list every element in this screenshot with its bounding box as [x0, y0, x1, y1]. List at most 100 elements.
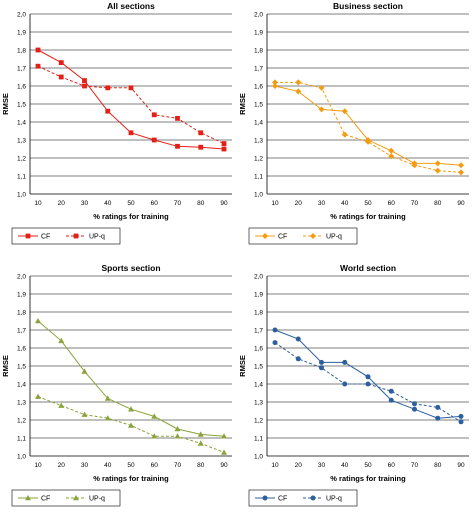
data-point	[175, 116, 180, 121]
y-tick-label: 1,9	[17, 29, 26, 36]
y-tick-label: 1,8	[17, 309, 26, 316]
data-point	[151, 433, 158, 439]
x-tick-label: 10	[34, 462, 42, 469]
x-tick-label: 50	[364, 462, 372, 469]
y-tick-label: 1,1	[17, 173, 26, 180]
data-point	[128, 422, 134, 428]
x-tick-label: 20	[58, 200, 66, 207]
x-tick-label: 40	[341, 200, 349, 207]
x-tick-label: 90	[457, 200, 465, 207]
y-tick-label: 2,0	[254, 273, 263, 280]
y-tick-label: 1,4	[254, 381, 263, 388]
legend-label: UP-q	[89, 234, 105, 241]
chart-title: All sections	[107, 1, 155, 11]
y-tick-label: 1,5	[254, 363, 263, 370]
x-tick-label: 70	[174, 462, 182, 469]
y-tick-label: 1,6	[17, 83, 26, 90]
data-point	[35, 47, 41, 53]
y-tick-label: 1,6	[254, 345, 263, 352]
data-point	[365, 138, 371, 145]
y-tick-label: 1,6	[17, 345, 26, 352]
x-tick-label: 50	[127, 462, 135, 469]
y-tick-label: 1,4	[17, 119, 26, 126]
y-tick-label: 1,1	[254, 435, 263, 442]
data-point	[128, 85, 134, 91]
data-point	[458, 419, 464, 425]
data-point	[318, 84, 325, 91]
y-tick-label: 1,1	[17, 435, 26, 442]
y-tick-label: 1,2	[254, 155, 263, 162]
data-point	[35, 318, 41, 324]
legend-label: CF	[278, 234, 287, 241]
y-tick-label: 1,0	[17, 191, 26, 198]
y-axis-label: RMSE	[238, 355, 247, 377]
x-axis-label: % ratings for training	[330, 212, 406, 221]
x-tick-label: 30	[318, 462, 326, 469]
data-point	[58, 74, 64, 80]
data-point	[198, 130, 204, 136]
data-point	[197, 431, 204, 437]
y-tick-label: 1,0	[254, 191, 263, 198]
legend-marker	[310, 233, 316, 239]
x-tick-label: 10	[34, 200, 42, 207]
y-tick-label: 1,4	[17, 381, 26, 388]
y-tick-label: 1,7	[254, 327, 263, 334]
data-point	[411, 162, 418, 169]
y-tick-label: 1,0	[254, 453, 263, 460]
legend-marker	[25, 233, 31, 239]
data-point	[295, 88, 302, 95]
data-point	[341, 108, 348, 115]
data-point	[104, 415, 111, 421]
data-point	[82, 83, 87, 89]
y-tick-label: 1,9	[17, 291, 26, 298]
x-tick-label: 30	[318, 200, 326, 207]
y-tick-label: 2,0	[17, 273, 26, 280]
y-axis-label: RMSE	[1, 93, 10, 115]
data-point	[434, 160, 441, 167]
chart-title: World section	[340, 263, 396, 273]
chart-panel-2: Business section 1,0 1,1 1,2 1,3 1,4 1,5 1,6 1,7…	[238, 1, 469, 245]
x-tick-label: 10	[271, 462, 279, 469]
data-point	[81, 368, 88, 374]
data-point	[221, 146, 227, 152]
x-tick-label: 40	[341, 462, 349, 469]
x-tick-label: 90	[220, 462, 228, 469]
x-tick-label: 80	[197, 462, 205, 469]
data-point	[458, 413, 464, 419]
legend-marker	[73, 495, 79, 501]
data-point	[151, 137, 157, 143]
data-point	[318, 106, 325, 113]
data-point	[342, 359, 348, 365]
x-axis-label: % ratings for training	[330, 474, 406, 483]
data-point	[151, 112, 157, 118]
y-tick-label: 1,2	[17, 155, 26, 162]
y-tick-label: 1,7	[254, 65, 263, 72]
y-tick-label: 1,2	[254, 417, 263, 424]
data-point	[458, 169, 464, 176]
data-point	[128, 130, 134, 136]
y-tick-label: 1,5	[254, 101, 263, 108]
x-tick-label: 70	[174, 200, 182, 207]
y-axis-label: RMSE	[238, 93, 247, 115]
legend-label: CF	[278, 496, 287, 503]
data-point	[388, 388, 394, 394]
x-tick-label: 30	[81, 200, 89, 207]
series-line-cf	[274, 85, 462, 166]
series-line-up-q	[274, 342, 462, 423]
data-point	[388, 147, 395, 154]
data-point	[342, 381, 348, 387]
data-point	[319, 359, 324, 365]
data-point	[341, 131, 348, 138]
data-point	[435, 415, 441, 421]
chart-panel-1: All sections 1,0 1,1 1,2 1,3 1,4 1,5 1,6 1,7 1,8 1…	[1, 1, 232, 245]
y-tick-label: 1,8	[254, 309, 263, 316]
chart-panel-3: Sports section 1,0 1,1 1,2 1,3 1,4 1,5 1,6 1,7 1,…	[1, 263, 232, 507]
chart-title: Business section	[333, 1, 403, 11]
legend-marker	[262, 233, 268, 239]
data-point	[35, 393, 41, 399]
x-tick-label: 90	[457, 462, 465, 469]
series-line-cf	[37, 320, 225, 437]
x-tick-label: 10	[271, 200, 279, 207]
data-point	[174, 426, 181, 432]
data-point	[295, 79, 302, 86]
